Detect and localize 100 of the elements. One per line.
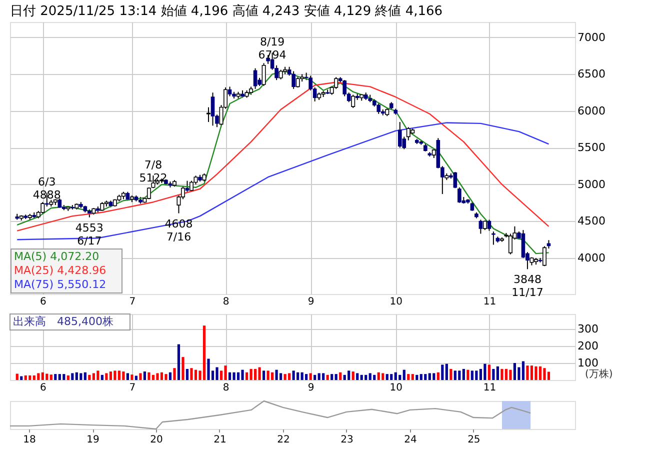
bar [373, 374, 376, 380]
bar [526, 366, 529, 380]
x-tick-label: 24 [404, 434, 417, 446]
candlestick [210, 92, 215, 126]
bar [32, 375, 36, 380]
bar [441, 364, 444, 380]
bar [46, 374, 48, 380]
y-tick-label: 4500 [578, 214, 606, 228]
candlestick [253, 68, 258, 90]
y-tick-label: 200 [578, 339, 598, 352]
bar [75, 372, 78, 380]
bar [114, 370, 116, 380]
x-tick-label: 25 [468, 434, 480, 446]
bar [236, 372, 240, 380]
bar [484, 364, 486, 380]
chart-title: 日付 2025/11/25 13:14 始値 4,196 高値 4,243 安値 4,129 終値 4,166 [10, 3, 443, 19]
bar [504, 368, 508, 380]
candlestick [40, 202, 45, 214]
bar [394, 372, 397, 380]
bar [216, 367, 218, 380]
x-tick-label: 20 [150, 434, 163, 446]
bar [190, 368, 193, 380]
y-axis-title: (万株) [585, 368, 613, 380]
bar [143, 371, 146, 380]
bar [450, 368, 452, 380]
bar [275, 370, 278, 380]
candlestick [478, 219, 483, 234]
bar [41, 372, 44, 380]
y-tick-label: 6000 [578, 104, 606, 118]
annotation: 3848 11/17 [512, 273, 544, 300]
bar [88, 374, 91, 380]
bar [436, 372, 440, 380]
bar [24, 375, 27, 380]
y-tick-label: 5500 [578, 141, 606, 154]
bar [314, 374, 316, 380]
bar [96, 370, 100, 380]
bar [492, 368, 495, 380]
bar [134, 376, 138, 380]
x-tick-label: 23 [340, 434, 354, 446]
bar [428, 373, 431, 380]
bar [496, 366, 499, 380]
bar [148, 372, 150, 380]
x-tick-label: 19 [86, 434, 100, 446]
y-tick-label: 4000 [578, 251, 606, 264]
bar [416, 374, 418, 380]
bar [105, 373, 108, 380]
candlestick [262, 62, 266, 86]
bar [348, 370, 350, 380]
x-tick-label: 6 [40, 382, 46, 394]
bar [224, 366, 227, 380]
bar [62, 374, 66, 380]
bar [241, 370, 244, 380]
bar [339, 372, 342, 380]
bar [343, 374, 346, 380]
bar [28, 375, 32, 380]
bar [382, 373, 384, 380]
bar [390, 374, 393, 380]
bar [156, 373, 159, 380]
bar [488, 364, 490, 380]
bar [530, 366, 534, 380]
x-tick-label: 8 [222, 382, 230, 394]
candlestick [376, 103, 381, 114]
bar [513, 362, 516, 380]
bar [300, 372, 304, 380]
bar [305, 374, 308, 380]
bar [266, 370, 270, 380]
bar [186, 368, 189, 380]
bar [432, 373, 436, 380]
bar [182, 357, 184, 380]
bar [262, 370, 266, 380]
bar [326, 374, 329, 380]
bar [118, 370, 120, 380]
candlestick [351, 94, 356, 109]
bar [84, 372, 86, 380]
bar [16, 374, 18, 380]
x-tick-label: 6 [40, 296, 46, 308]
bar [207, 358, 210, 380]
text: MA(25) 4,428.96 [14, 264, 106, 277]
bar [420, 374, 422, 380]
bar [168, 372, 172, 380]
y-tick-label: 100 [578, 356, 598, 370]
bar [37, 373, 40, 380]
bar [475, 370, 478, 380]
x-tick-label: 8 [222, 296, 230, 308]
bar [352, 371, 354, 380]
bar [398, 374, 402, 380]
bar [296, 372, 300, 380]
candlestick [398, 121, 402, 148]
bar [543, 368, 546, 380]
bar [152, 374, 155, 380]
x-tick-label: 7 [129, 296, 136, 308]
bar [334, 374, 338, 380]
y-tick-label: 300 [578, 322, 598, 336]
bar [364, 374, 368, 380]
bar [318, 373, 320, 380]
bar [250, 368, 252, 380]
bar [58, 374, 61, 380]
bar [458, 370, 461, 380]
bar [368, 373, 372, 380]
x-tick-label: 10 [390, 296, 402, 308]
